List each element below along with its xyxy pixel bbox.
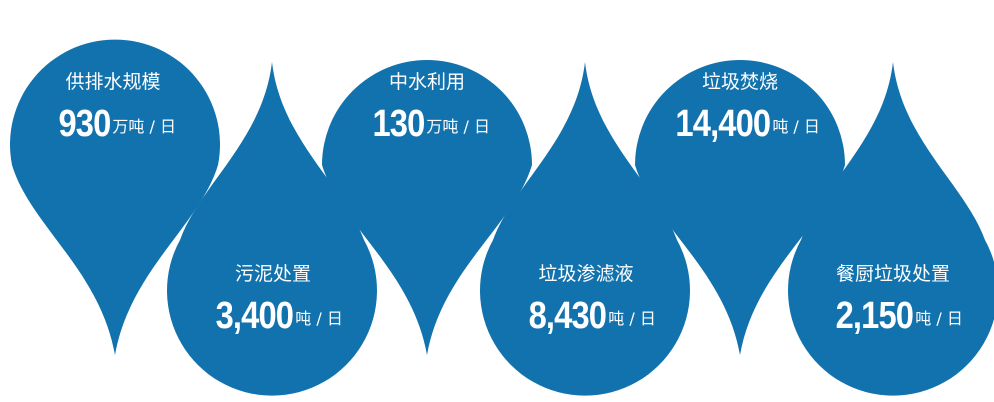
drop-unit: 吨 / 日 (915, 309, 963, 328)
drop-unit: 吨 / 日 (295, 309, 343, 328)
drop-unit: 吨 / 日 (608, 309, 656, 328)
drop-shape-2 (322, 60, 532, 355)
drop-title: 垃圾焚烧 (701, 71, 778, 93)
drop-value: 930 (58, 103, 111, 145)
drop-title: 污泥处置 (234, 263, 311, 285)
drop-unit: 万吨 / 日 (426, 117, 490, 136)
drop-label-reclaimed-water: 中水利用 130 万吨 / 日 (317, 70, 537, 154)
drop-label-incineration: 垃圾焚烧 14,400 吨 / 日 (630, 70, 850, 154)
drop-value: 14,400 (675, 103, 772, 145)
drop-title: 垃圾渗滤液 (538, 263, 634, 285)
drop-shape-3 (480, 62, 691, 396)
drop-unit: 万吨 / 日 (112, 117, 176, 136)
drop-shape-4 (635, 60, 845, 355)
drop-label-sludge: 污泥处置 3,400 吨 / 日 (163, 262, 383, 346)
drop-title: 中水利用 (388, 71, 465, 93)
drop-value: 3,400 (215, 295, 294, 337)
drop-value: 8,430 (528, 295, 607, 337)
drop-unit: 吨 / 日 (772, 117, 820, 136)
drop-value: 2,150 (835, 295, 914, 337)
drop-label-leachate: 垃圾渗滤液 8,430 吨 / 日 (476, 262, 696, 346)
drop-shape-0 (9, 39, 221, 355)
drop-value: 130 (372, 103, 425, 145)
drop-shape-5 (788, 62, 994, 396)
drop-title: 供排水规模 (65, 71, 161, 93)
drop-title: 餐厨垃圾处置 (835, 263, 950, 285)
drop-label-water-supply: 供排水规模 930 万吨 / 日 (3, 70, 223, 154)
drop-shape-1 (167, 62, 378, 396)
drop-label-kitchen-waste: 餐厨垃圾处置 2,150 吨 / 日 (783, 262, 994, 346)
